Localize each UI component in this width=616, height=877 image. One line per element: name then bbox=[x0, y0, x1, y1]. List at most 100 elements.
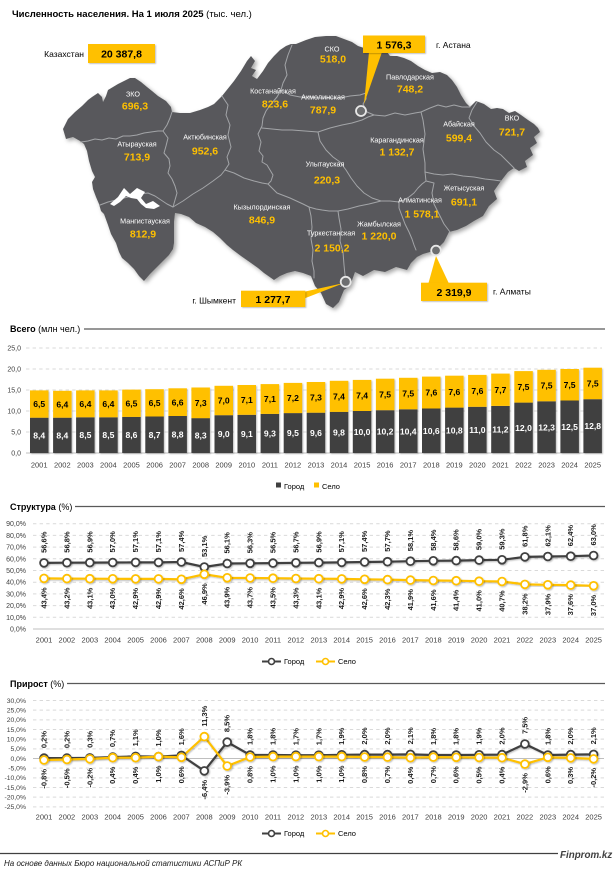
svg-text:1 578,1: 1 578,1 bbox=[404, 209, 439, 221]
svg-text:2 319,9: 2 319,9 bbox=[436, 287, 471, 299]
svg-text:30,0%: 30,0% bbox=[7, 698, 26, 705]
svg-text:696,3: 696,3 bbox=[122, 101, 148, 113]
svg-text:7,5: 7,5 bbox=[518, 382, 530, 392]
svg-text:56,8%: 56,8% bbox=[62, 531, 71, 553]
svg-text:42,9%: 42,9% bbox=[337, 588, 346, 610]
svg-text:2022: 2022 bbox=[517, 813, 534, 822]
svg-text:11,0: 11,0 bbox=[469, 425, 485, 435]
svg-text:58,1%: 58,1% bbox=[406, 530, 415, 552]
svg-text:9,6: 9,6 bbox=[310, 428, 322, 438]
svg-text:Прирост (%): Прирост (%) bbox=[10, 679, 64, 689]
svg-text:7,3: 7,3 bbox=[310, 393, 322, 403]
svg-text:1,0%: 1,0% bbox=[314, 765, 323, 782]
svg-text:9,5: 9,5 bbox=[287, 428, 299, 438]
svg-text:6,4: 6,4 bbox=[102, 399, 114, 409]
svg-text:518,0: 518,0 bbox=[320, 54, 346, 66]
svg-text:43,1%: 43,1% bbox=[314, 587, 323, 609]
svg-text:0,4%: 0,4% bbox=[108, 766, 117, 783]
svg-text:Село: Село bbox=[322, 482, 340, 491]
svg-text:60,0%: 60,0% bbox=[6, 556, 26, 563]
svg-text:41,6%: 41,6% bbox=[429, 589, 438, 611]
svg-text:42,9%: 42,9% bbox=[131, 588, 140, 610]
svg-text:37,0%: 37,0% bbox=[589, 594, 598, 616]
svg-text:2016: 2016 bbox=[379, 636, 396, 645]
svg-text:2011: 2011 bbox=[265, 636, 281, 645]
svg-text:Город: Город bbox=[284, 657, 305, 666]
svg-text:43,9%: 43,9% bbox=[223, 586, 232, 608]
svg-text:37,9%: 37,9% bbox=[543, 593, 552, 615]
svg-text:Численность населения. На 1 ию: Численность населения. На 1 июля 2025 (т… bbox=[12, 9, 252, 20]
svg-text:2023: 2023 bbox=[539, 636, 556, 645]
svg-text:59,0%: 59,0% bbox=[475, 529, 484, 551]
svg-text:Село: Село bbox=[338, 657, 356, 666]
svg-text:8,5%: 8,5% bbox=[223, 715, 232, 732]
svg-text:Казахстан: Казахстан bbox=[44, 49, 84, 59]
svg-text:1,0%: 1,0% bbox=[154, 729, 163, 746]
svg-text:1,8%: 1,8% bbox=[269, 728, 278, 745]
svg-text:2010: 2010 bbox=[242, 636, 259, 645]
svg-text:952,6: 952,6 bbox=[192, 146, 218, 158]
svg-text:42,3%: 42,3% bbox=[383, 588, 392, 610]
svg-text:г. Шымкент: г. Шымкент bbox=[192, 296, 236, 306]
svg-text:2007: 2007 bbox=[173, 813, 190, 822]
svg-text:2020: 2020 bbox=[471, 813, 488, 822]
svg-text:7,3: 7,3 bbox=[195, 398, 207, 408]
svg-text:2001: 2001 bbox=[36, 636, 53, 645]
svg-text:2007: 2007 bbox=[173, 636, 190, 645]
svg-text:2005: 2005 bbox=[123, 461, 140, 470]
svg-text:-3,9%: -3,9% bbox=[223, 775, 232, 795]
svg-text:63,0%: 63,0% bbox=[589, 524, 598, 546]
svg-text:2010: 2010 bbox=[242, 813, 259, 822]
svg-text:70,0%: 70,0% bbox=[6, 545, 26, 552]
svg-text:1,0%: 1,0% bbox=[269, 765, 278, 782]
svg-text:12,3: 12,3 bbox=[538, 422, 555, 432]
svg-text:6,5: 6,5 bbox=[149, 398, 161, 408]
svg-text:30,0%: 30,0% bbox=[6, 591, 26, 598]
svg-text:2013: 2013 bbox=[310, 636, 327, 645]
svg-text:42,6%: 42,6% bbox=[360, 588, 369, 610]
svg-text:2019: 2019 bbox=[448, 636, 465, 645]
svg-text:10,8: 10,8 bbox=[446, 425, 463, 435]
svg-text:0,7%: 0,7% bbox=[429, 766, 438, 783]
svg-text:2025: 2025 bbox=[585, 636, 602, 645]
svg-text:0,7%: 0,7% bbox=[108, 730, 117, 747]
svg-text:15,0: 15,0 bbox=[7, 388, 21, 395]
svg-text:1 132,7: 1 132,7 bbox=[379, 147, 414, 159]
svg-text:2005: 2005 bbox=[127, 813, 144, 822]
svg-text:2006: 2006 bbox=[150, 636, 167, 645]
svg-text:6,6: 6,6 bbox=[172, 397, 184, 407]
svg-text:2011: 2011 bbox=[265, 813, 281, 822]
svg-text:2017: 2017 bbox=[400, 461, 417, 470]
svg-text:2009: 2009 bbox=[219, 813, 236, 822]
svg-text:1,7%: 1,7% bbox=[291, 728, 300, 745]
svg-text:20,0%: 20,0% bbox=[6, 603, 26, 610]
svg-text:0,3%: 0,3% bbox=[85, 730, 94, 747]
svg-text:15,0%: 15,0% bbox=[7, 727, 26, 734]
svg-text:220,3: 220,3 bbox=[314, 175, 340, 187]
svg-text:0,6%: 0,6% bbox=[177, 766, 186, 783]
svg-text:57,1%: 57,1% bbox=[154, 531, 163, 553]
svg-text:2020: 2020 bbox=[469, 461, 486, 470]
svg-text:2023: 2023 bbox=[538, 461, 555, 470]
svg-text:2009: 2009 bbox=[215, 461, 232, 470]
svg-text:2002: 2002 bbox=[59, 813, 76, 822]
svg-text:2,0%: 2,0% bbox=[498, 727, 507, 744]
svg-text:56,3%: 56,3% bbox=[246, 532, 255, 554]
svg-text:2004: 2004 bbox=[100, 461, 117, 470]
svg-text:Атырауская: Атырауская bbox=[117, 140, 156, 149]
svg-text:8,8: 8,8 bbox=[172, 430, 184, 440]
svg-text:43,2%: 43,2% bbox=[62, 587, 71, 609]
svg-text:Город: Город bbox=[284, 482, 305, 491]
svg-text:Абайская: Абайская bbox=[443, 120, 475, 129]
svg-text:2012: 2012 bbox=[288, 813, 305, 822]
svg-text:7,1: 7,1 bbox=[264, 394, 276, 404]
svg-text:Кызылординская: Кызылординская bbox=[234, 203, 291, 212]
svg-text:1,8%: 1,8% bbox=[452, 728, 461, 745]
svg-text:2021: 2021 bbox=[494, 813, 511, 822]
svg-text:-5,0%: -5,0% bbox=[8, 765, 26, 772]
svg-text:-25,0%: -25,0% bbox=[4, 804, 26, 811]
svg-text:25,0: 25,0 bbox=[7, 346, 21, 353]
svg-text:0,8%: 0,8% bbox=[246, 766, 255, 783]
svg-text:40,7%: 40,7% bbox=[498, 590, 507, 612]
svg-text:0,5%: 0,5% bbox=[475, 766, 484, 783]
